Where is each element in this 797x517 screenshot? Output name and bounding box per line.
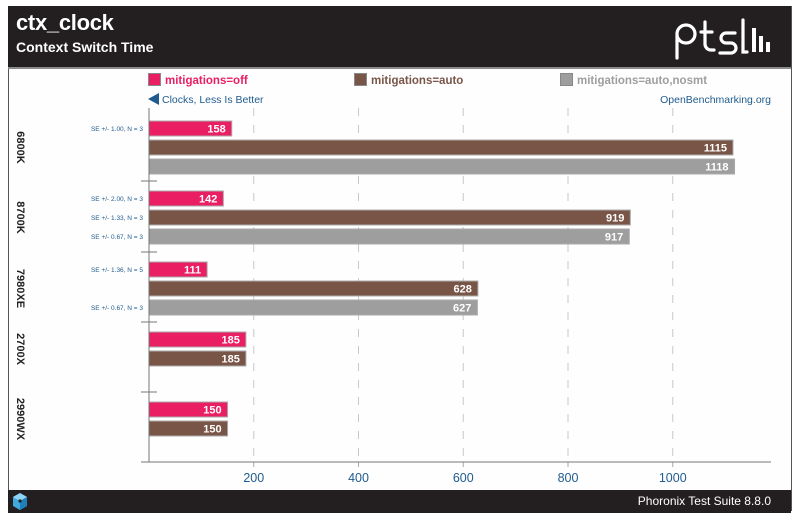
legend-swatch — [148, 73, 161, 86]
legend-item-mitigations-off: mitigations=off — [148, 73, 248, 87]
footer-bar: Phoronix Test Suite 8.8.0 — [8, 490, 791, 513]
chart-header: ctx_clock Context Switch Time — [8, 6, 791, 69]
chart-title: ctx_clock — [16, 10, 114, 35]
legend-label: mitigations=off — [165, 75, 248, 87]
chart-subtitle: Context Switch Time — [16, 39, 154, 55]
legend-item-mitigations-auto-nosmt: mitigations=auto,nosmt — [560, 73, 707, 87]
pts-logo-icon — [675, 18, 770, 60]
source-link[interactable]: OpenBenchmarking.org — [660, 94, 771, 106]
chart-frame — [8, 6, 792, 511]
legend-item-mitigations-auto: mitigations=auto — [354, 73, 463, 87]
phoronix-cube-icon — [13, 493, 27, 510]
left-arrow-icon — [148, 93, 159, 105]
direction-hint: Clocks, Less Is Better — [148, 93, 264, 106]
legend-swatch — [560, 73, 573, 86]
legend-swatch — [354, 73, 367, 86]
legend-label: mitigations=auto — [371, 75, 464, 87]
legend-label: mitigations=auto,nosmt — [577, 75, 708, 87]
footer-text: Phoronix Test Suite 8.8.0 — [637, 494, 771, 508]
hint-text: Clocks, Less Is Better — [162, 94, 264, 106]
